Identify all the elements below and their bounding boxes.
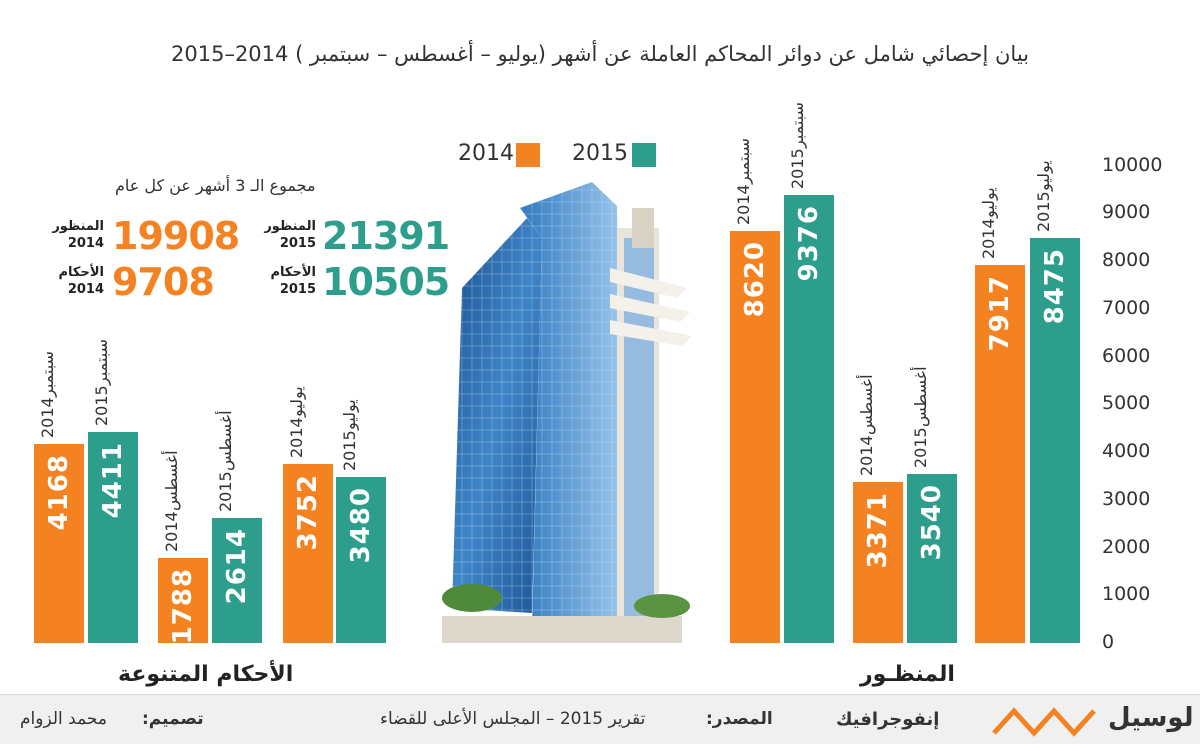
summary-label-mandhoor-2014: المنظور 2014 (38, 218, 104, 252)
summary-value-mandhoor-2015: 21391 (322, 214, 450, 258)
mandhoor-bar-label: 2015 سبتمبر (788, 102, 807, 190)
mandhoor-bar-value: 8475 (1040, 248, 1070, 325)
ahkam-bar-label: 2014 يوليو (287, 386, 306, 458)
ahkam-bar-value: 4168 (44, 453, 74, 531)
y-axis-tick: 2000 (1102, 535, 1151, 558)
y-axis-tick: 7000 (1102, 296, 1151, 319)
summary-value-ahkam-2014: 9708 (112, 260, 215, 304)
ahkam-bar: 1788 (158, 557, 208, 644)
summary-label-year: 2014 (67, 236, 104, 251)
mandhoor-bar-value: 7917 (985, 274, 1015, 352)
footer-source-label: المصدر: (706, 709, 773, 729)
summary-label-ahkam-2014: الأحكام 2014 (38, 264, 104, 298)
mandhoor-bar-label: 2015 أغسطس (911, 366, 930, 468)
y-axis-tick: 10000 (1102, 153, 1163, 176)
mandhoor-bar: 9376 (784, 195, 834, 643)
mandhoor-bar: 8475 (1030, 238, 1080, 643)
ahkam-bar-label: 2014 سبتمبر (38, 351, 57, 438)
summary-label-mandhoor-2015: المنظور 2015 (250, 218, 316, 252)
y-axis-tick: 8000 (1102, 249, 1151, 271)
footer-logo: لوسيل (1108, 703, 1194, 733)
summary-label-type: الأحكام (270, 265, 316, 280)
mandhoor-bar-value: 3540 (917, 483, 947, 561)
ahkam-bar: 4411 (88, 432, 138, 643)
mandhoor-bar-value: 3371 (863, 492, 893, 569)
footer-bar: لوسيل إنفوجرافيك المصدر: تقرير 2015 – ال… (0, 694, 1200, 744)
summary-value-ahkam-2015: 10505 (322, 260, 450, 304)
ahkam-bar: 3480 (336, 476, 386, 643)
ahkam-bar-label: 2015 يوليو (340, 399, 359, 471)
ahkam-bar-label: 2015 أغسطس (216, 410, 235, 513)
summary-label-type: المنظور (52, 219, 104, 234)
footer-design-label: تصميم: (142, 709, 204, 729)
chart-title-ahkam: الأحكام المتنوعة (118, 662, 294, 687)
legend-swatch-2014 (516, 143, 540, 167)
logo-chevron-icon (992, 707, 1096, 737)
mandhoor-bar: 3540 (907, 473, 957, 643)
mandhoor-bar-label: 2014 سبتمبر (734, 138, 753, 226)
ahkam-bar: 2614 (212, 518, 262, 643)
summary-label-ahkam-2015: الأحكام 2015 (250, 264, 316, 298)
y-axis-tick: 5000 (1102, 392, 1151, 415)
court-building-image (442, 182, 692, 643)
mandhoor-bar: 3371 (853, 482, 903, 643)
summary-label-year: 2014 (67, 282, 104, 297)
y-axis-tick: 4000 (1102, 440, 1151, 462)
ahkam-bar-value: 2614 (222, 528, 252, 605)
footer-source-text: تقرير 2015 – المجلس الأعلى للقضاء (380, 709, 646, 729)
summary-label-type: المنظور (264, 219, 316, 234)
summary-label-year: 2015 (279, 282, 316, 297)
mandhoor-bar-label: 2014 يوليو (979, 187, 998, 259)
y-axis-tick: 1000 (1102, 583, 1151, 606)
ahkam-bar-label: 2015 سبتمبر (92, 339, 111, 427)
summary-value-mandhoor-2014: 19908 (112, 214, 240, 258)
mandhoor-bar-value: 9376 (794, 205, 824, 282)
summary-label-type: الأحكام (58, 265, 104, 280)
ahkam-bar-value: 1788 (168, 567, 198, 644)
ahkam-bar: 4168 (34, 443, 84, 643)
legend-label-2015: 2015 (572, 141, 628, 166)
mandhoor-bar-label: 2014 أغسطس (857, 374, 876, 477)
ahkam-bar: 3752 (283, 463, 333, 643)
footer-design-text: محمد الزوام (20, 709, 107, 729)
infographic-title: بيان إحصائي شامل عن دوائر المحاكم العامل… (170, 42, 1029, 66)
ahkam-bar-value: 3480 (346, 486, 376, 564)
legend-label-2014: 2014 (458, 141, 514, 166)
mandhoor-bar: 8620 (730, 231, 780, 643)
mandhoor-bar-value: 8620 (740, 241, 770, 318)
ahkam-bar-label: 2014 أغسطس (162, 450, 181, 552)
y-axis-tick: 3000 (1102, 487, 1151, 510)
y-axis-tick: 9000 (1102, 201, 1151, 224)
y-axis-tick: 0 (1102, 631, 1115, 653)
legend-swatch-2015 (632, 143, 656, 167)
mandhoor-bar: 7917 (975, 264, 1025, 643)
summary-label-year: 2015 (279, 236, 316, 251)
mandhoor-bar-label: 2015 يوليو (1034, 160, 1053, 233)
summary-caption: مجموع الـ 3 أشهر عن كل عام (115, 176, 316, 195)
footer-brand: إنفوجرافيك (836, 709, 940, 730)
chart-title-mandhoor: المنظـور (860, 662, 955, 687)
y-axis-tick: 6000 (1102, 344, 1151, 367)
ahkam-bar-value: 3752 (293, 473, 323, 551)
ahkam-bar-value: 4411 (98, 442, 128, 519)
